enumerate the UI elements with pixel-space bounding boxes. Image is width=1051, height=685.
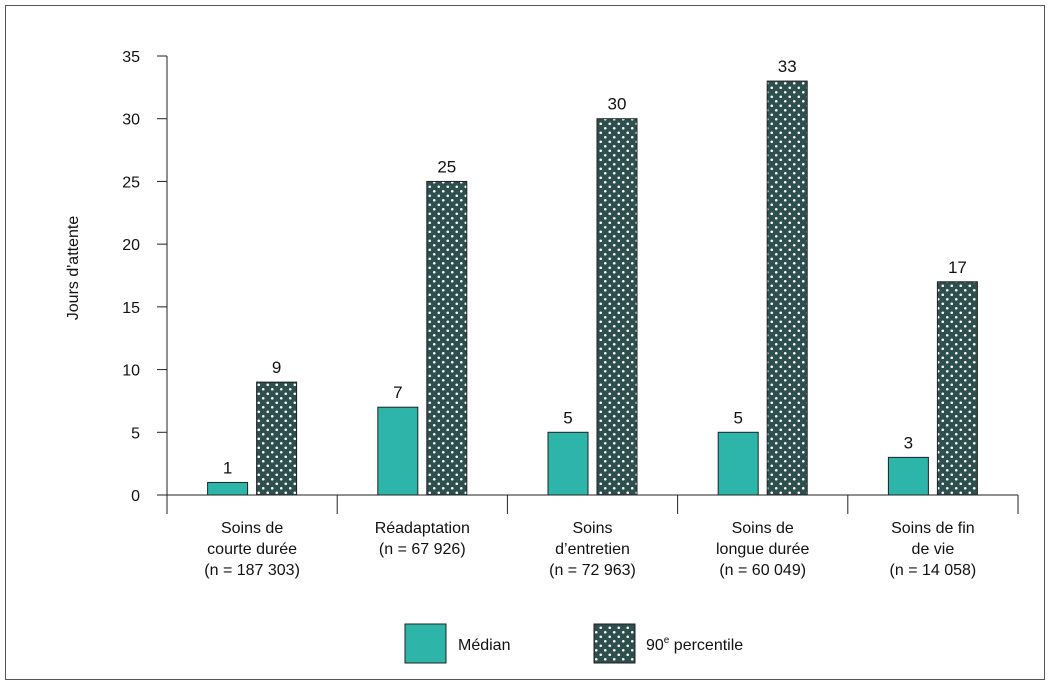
data-label: 1 bbox=[223, 458, 232, 477]
legend-label-median: Médian bbox=[458, 637, 510, 654]
y-tick-label: 35 bbox=[122, 49, 140, 66]
x-category-label-line: longue durée bbox=[716, 541, 810, 558]
y-tick-label: 30 bbox=[122, 112, 140, 129]
legend-label-90th-percentile: 90e percentile bbox=[646, 635, 743, 654]
y-tick-label: 25 bbox=[122, 174, 140, 191]
legend-swatch-median bbox=[404, 623, 447, 664]
data-label: 9 bbox=[272, 358, 281, 377]
bars bbox=[207, 80, 978, 496]
y-tick-label: 15 bbox=[122, 300, 140, 317]
bar-90th-percentile bbox=[766, 80, 808, 496]
bar-90th-percentile bbox=[936, 281, 978, 496]
x-category-label: Soins de fin de vie (n = 14 058) bbox=[890, 520, 977, 579]
y-axis: 0 5 10 15 20 25 30 35 bbox=[122, 49, 168, 505]
x-category-label: Soins de longue durée (n = 60 049) bbox=[716, 520, 810, 579]
data-label: 30 bbox=[608, 95, 627, 114]
y-axis-title: Jours d'attente bbox=[65, 216, 82, 321]
x-category-label: Soins d’entretien (n = 72 963) bbox=[549, 520, 636, 579]
data-label: 5 bbox=[733, 408, 742, 427]
x-category-label-line: (n = 67 926) bbox=[379, 541, 466, 558]
legend-label-90th-rest: percentile bbox=[669, 637, 743, 654]
x-category-label-line: Soins bbox=[572, 520, 612, 537]
x-category-label-line: Soins de bbox=[732, 520, 794, 537]
x-category-label-line: d’entretien bbox=[555, 541, 630, 558]
bar-median bbox=[887, 456, 929, 496]
x-axis: Soins de courte durée (n = 187 303) Réadapt… bbox=[166, 494, 1019, 579]
data-label: 3 bbox=[904, 433, 913, 452]
x-category-label-line: (n = 187 303) bbox=[204, 562, 300, 579]
bar-90th-percentile bbox=[426, 180, 468, 496]
x-category-label-line: courte durée bbox=[207, 541, 297, 558]
bar-median bbox=[377, 406, 419, 496]
x-category-label-line: de vie bbox=[912, 541, 955, 558]
x-category-label: Soins de courte durée (n = 187 303) bbox=[204, 520, 300, 579]
x-category-label-line: (n = 72 963) bbox=[549, 562, 636, 579]
legend-label-90th-sup: e bbox=[664, 635, 670, 646]
legend-swatch-90th-percentile bbox=[593, 623, 636, 664]
y-tick-label: 10 bbox=[122, 363, 140, 380]
legend-label-90th-base: 90 bbox=[646, 637, 664, 654]
bar-median bbox=[207, 481, 249, 496]
bar-median bbox=[717, 431, 759, 496]
chart-frame bbox=[5, 5, 1045, 680]
y-tick-label: 20 bbox=[122, 237, 140, 254]
y-tick-label: 5 bbox=[131, 425, 140, 442]
x-category-label-line: (n = 60 049) bbox=[719, 562, 806, 579]
bar-90th-percentile bbox=[256, 381, 298, 496]
legend: Médian 90e percentile bbox=[404, 623, 743, 664]
x-category-label-line: Soins de bbox=[221, 520, 283, 537]
data-label: 17 bbox=[948, 258, 967, 277]
bar-90th-percentile bbox=[596, 118, 638, 496]
y-tick-label: 0 bbox=[131, 488, 140, 505]
data-label: 5 bbox=[563, 408, 572, 427]
data-label: 7 bbox=[393, 383, 402, 402]
x-category-label-line: Soins de fin bbox=[891, 520, 975, 537]
x-category-label-line: (n = 14 058) bbox=[890, 562, 977, 579]
data-label: 25 bbox=[437, 157, 456, 176]
x-category-label: Réadaptation (n = 67 926) bbox=[375, 520, 470, 558]
x-category-label-line: Réadaptation bbox=[375, 520, 470, 537]
data-label: 33 bbox=[778, 57, 797, 76]
bar-median bbox=[547, 431, 589, 496]
